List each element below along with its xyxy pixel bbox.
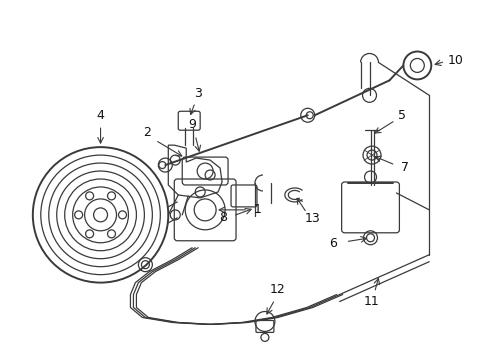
Text: 11: 11 xyxy=(363,295,379,308)
Text: 9: 9 xyxy=(188,118,196,131)
Text: 12: 12 xyxy=(269,283,285,296)
Text: 2: 2 xyxy=(143,126,151,139)
Text: 1: 1 xyxy=(253,203,262,216)
Text: 7: 7 xyxy=(401,161,408,174)
Text: 4: 4 xyxy=(97,109,104,122)
Text: 10: 10 xyxy=(447,54,462,67)
Text: 13: 13 xyxy=(304,212,320,225)
Text: 3: 3 xyxy=(194,87,202,100)
Text: 5: 5 xyxy=(398,109,406,122)
Text: 8: 8 xyxy=(219,211,226,224)
Text: 6: 6 xyxy=(328,237,336,250)
